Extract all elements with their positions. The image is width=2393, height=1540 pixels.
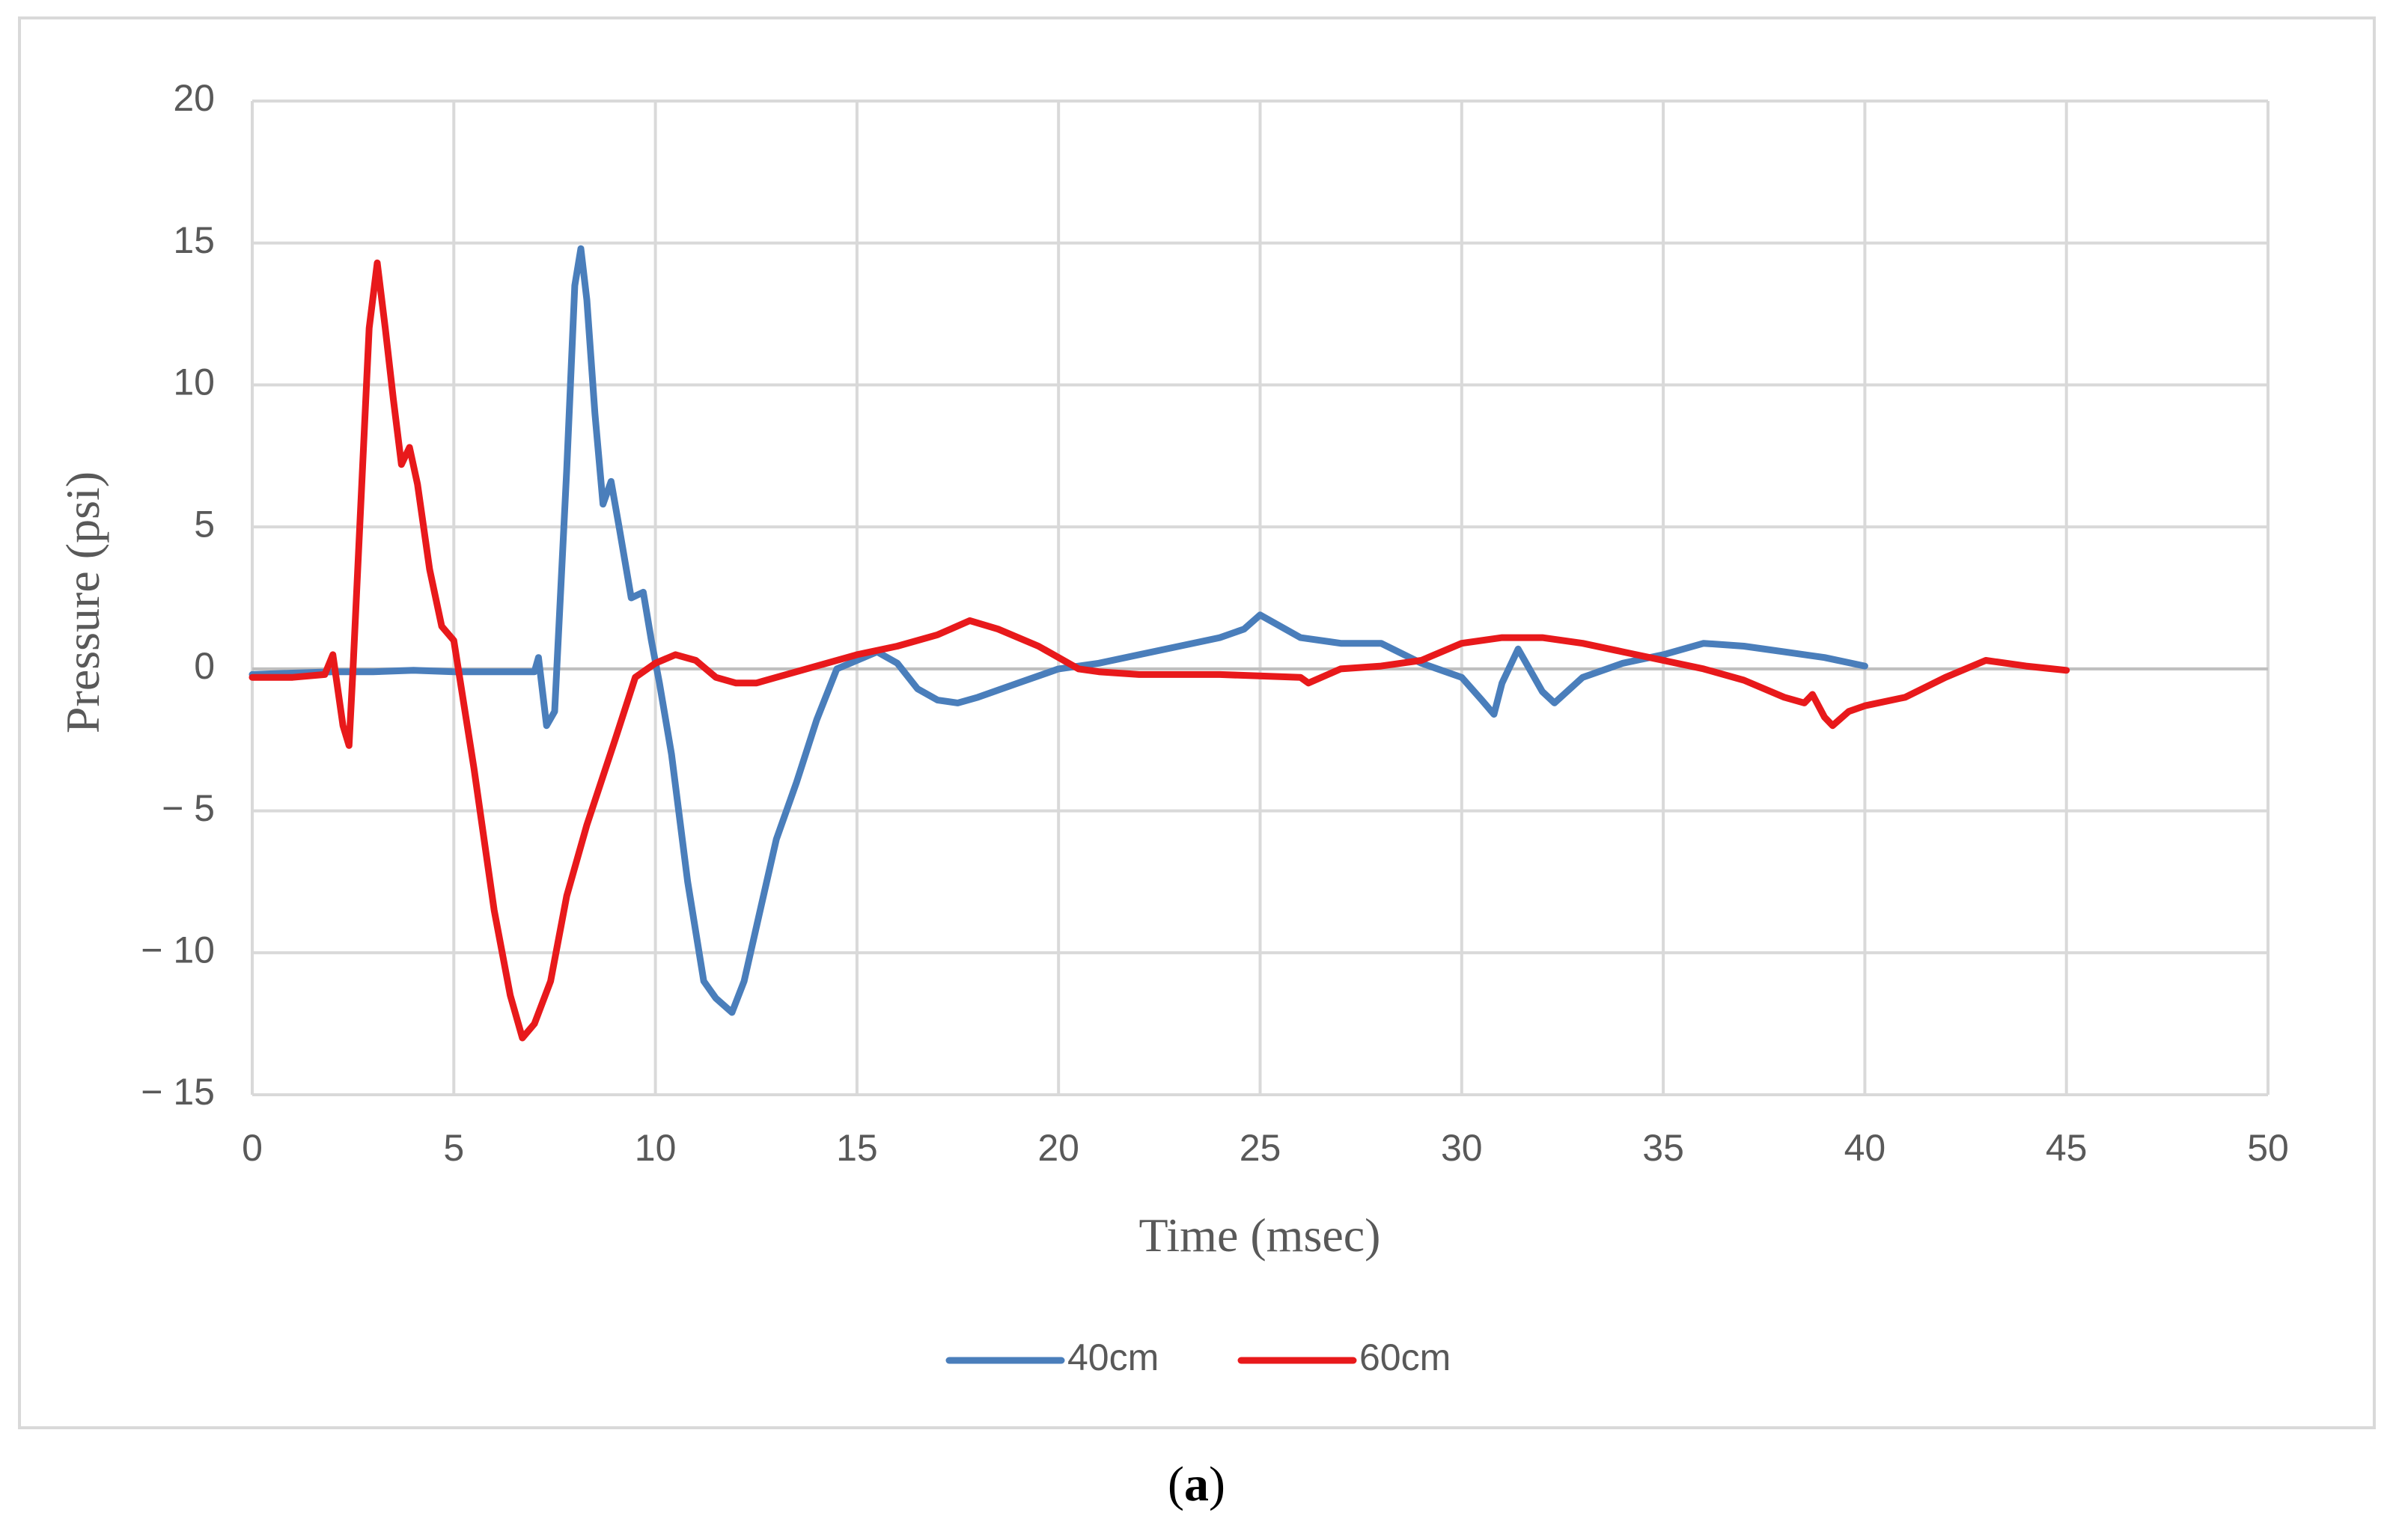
caption-label: a <box>1184 1457 1209 1512</box>
x-tick-label: 30 <box>1441 1127 1483 1169</box>
y-tick-label: − 10 <box>141 929 215 971</box>
x-tick-label: 15 <box>836 1127 878 1169</box>
y-tick-label: 10 <box>173 361 215 403</box>
x-tick-label: 5 <box>443 1127 464 1169</box>
y-axis-ticks: 20 15 10 5 0 − 5 − 10 − 15 <box>141 77 215 1113</box>
legend-label-60cm: 60cm <box>1359 1336 1451 1378</box>
legend-label-40cm: 40cm <box>1067 1336 1159 1378</box>
x-tick-label: 25 <box>1240 1127 1281 1169</box>
x-tick-label: 35 <box>1642 1127 1684 1169</box>
y-tick-label: 5 <box>194 503 215 545</box>
series-line-40cm <box>249 245 1868 1016</box>
x-tick-label: 50 <box>2247 1127 2289 1169</box>
grid-lines <box>251 100 2269 1096</box>
legend: 40cm 60cm <box>945 1336 1451 1378</box>
x-axis-title: Time (msec) <box>1139 1209 1381 1262</box>
series-line-60cm <box>249 259 2070 1042</box>
caption-close: ) <box>1209 1457 1225 1512</box>
caption-open: ( <box>1168 1457 1184 1512</box>
data-series <box>249 245 2070 1042</box>
x-axis-ticks: 0 5 10 15 20 25 30 35 40 45 50 <box>242 1127 2289 1169</box>
x-tick-label: 0 <box>242 1127 263 1169</box>
x-tick-label: 45 <box>2046 1127 2088 1169</box>
y-tick-label: 0 <box>194 645 215 687</box>
figure-caption: (a) <box>0 1456 2393 1513</box>
y-tick-label: 20 <box>173 77 215 119</box>
x-tick-label: 40 <box>1844 1127 1886 1169</box>
x-tick-label: 20 <box>1037 1127 1079 1169</box>
y-axis-title: Pressure (psi) <box>56 471 109 733</box>
x-tick-label: 10 <box>635 1127 677 1169</box>
y-tick-label: − 5 <box>162 787 215 829</box>
y-tick-label: 15 <box>173 219 215 261</box>
chart-frame <box>18 16 2376 1429</box>
y-tick-label: − 15 <box>141 1071 215 1113</box>
